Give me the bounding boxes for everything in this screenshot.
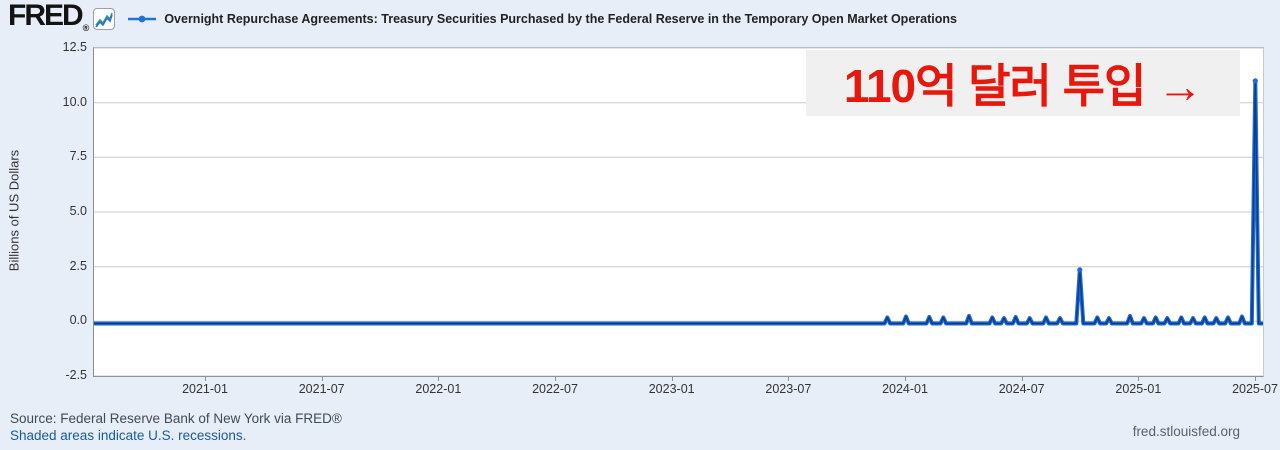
x-axis-tick: [1255, 376, 1256, 381]
x-tick-label: 2023-07: [765, 382, 812, 396]
x-tick-label: 2022-01: [415, 382, 462, 396]
annotation-text: 110억 달러 투입 →: [843, 60, 1203, 112]
x-tick-label: 2025-07: [1232, 382, 1278, 396]
data-point-marker: [1252, 78, 1258, 84]
y-tick-label: 7.5: [69, 149, 87, 164]
y-tick-label: -2.5: [65, 368, 87, 382]
y-tick-label: 0.0: [69, 313, 87, 328]
fred-logo-text: FRED: [8, 0, 84, 32]
y-tick-label: 12.5: [62, 40, 87, 54]
series-legend-line-icon: [127, 14, 157, 24]
x-tick-label: 2021-01: [182, 382, 228, 396]
line-chart-icon: [93, 8, 116, 30]
fred-site-label: fred.stlouisfed.org: [1132, 424, 1240, 439]
chart-series-line-core: [94, 80, 1263, 325]
data-point-marker: [1077, 267, 1083, 273]
chart-canvas: [94, 48, 1263, 376]
x-tick-label: 2024-01: [882, 382, 928, 396]
annotation-box: 110억 달러 투입 →: [806, 50, 1240, 116]
x-axis-tick: [1021, 376, 1023, 381]
x-tick-label: 2022-07: [532, 382, 578, 396]
chart-series-line: [94, 78, 1263, 326]
fred-logo[interactable]: FRED®: [8, 0, 90, 36]
y-tick-label: 5.0: [69, 204, 87, 218]
x-axis-tick: [321, 376, 323, 381]
x-axis-tick: [555, 376, 556, 381]
plot-area: 110억 달러 투입 →: [93, 47, 1264, 377]
x-tick-label: 2025-01: [1115, 382, 1162, 396]
registered-trademark-icon: ®: [82, 23, 90, 33]
x-tick-label: 2024-07: [998, 382, 1045, 396]
x-axis-tick: [671, 376, 673, 381]
x-axis-tick: [205, 376, 206, 381]
x-axis-tick: [1138, 376, 1140, 381]
x-axis-tick: [438, 376, 440, 381]
x-tick-label: 2021-07: [298, 382, 345, 396]
source-note: Source: Federal Reserve Bank of New York…: [10, 411, 342, 426]
y-tick-label: 10.0: [62, 94, 87, 109]
x-tick-label: 2023-01: [648, 382, 695, 396]
series-title: Overnight Repurchase Agreements: Treasur…: [164, 12, 957, 26]
x-axis-tick: [788, 376, 790, 381]
recessions-note-link[interactable]: Shaded areas indicate U.S. recessions.: [10, 428, 247, 443]
y-tick-label: 2.5: [69, 258, 87, 273]
chart-header: FRED® Overnight Repurchase Agreements: T…: [8, 0, 957, 36]
x-axis-tick: [905, 376, 906, 381]
